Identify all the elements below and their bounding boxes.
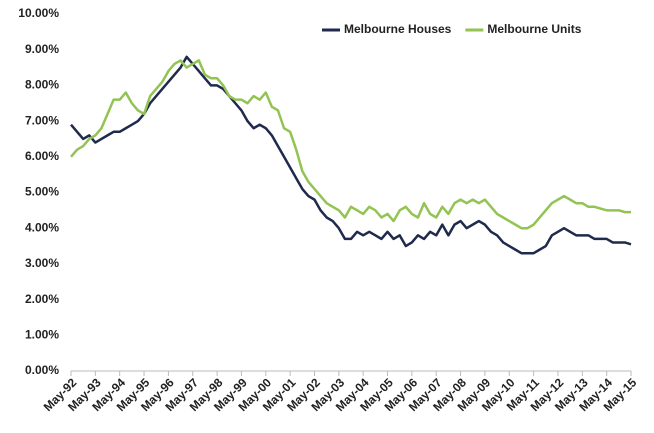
y-tick-label: 10.00% xyxy=(18,6,59,20)
line xyxy=(70,55,632,255)
y-tick-label: 1.00% xyxy=(25,327,59,341)
line xyxy=(70,59,631,230)
y-tick-label: 9.00% xyxy=(25,42,59,56)
y-tick-label: 6.00% xyxy=(25,149,59,163)
legend-label: Melbourne Houses xyxy=(344,22,452,36)
legend-label: Melbourne Units xyxy=(487,22,581,36)
y-tick-label: 2.00% xyxy=(25,292,59,306)
y-tick-label: 0.00% xyxy=(25,363,59,377)
y-tick-label: 5.00% xyxy=(25,185,59,199)
y-tick-label: 4.00% xyxy=(25,220,59,234)
y-tick-label: 3.00% xyxy=(25,256,59,270)
y-tick-label: 8.00% xyxy=(25,78,59,92)
y-tick-label: 7.00% xyxy=(25,113,59,127)
